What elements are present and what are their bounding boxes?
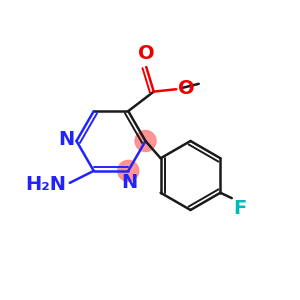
Text: O: O [178, 79, 194, 98]
Circle shape [135, 130, 156, 152]
Text: H₂N: H₂N [26, 175, 67, 194]
Text: N: N [58, 130, 74, 149]
Text: N: N [122, 173, 138, 192]
Circle shape [118, 160, 139, 182]
Text: F: F [233, 199, 247, 218]
Text: O: O [138, 44, 154, 63]
